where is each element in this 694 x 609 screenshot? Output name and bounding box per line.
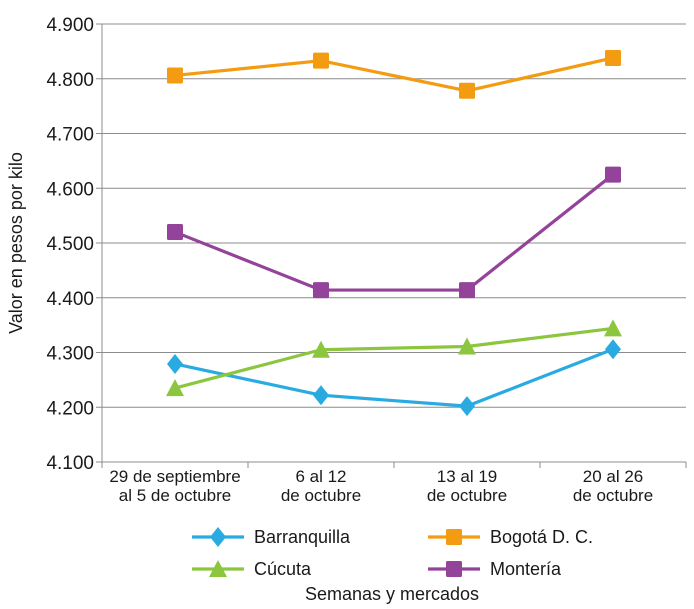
series-line-cucuta: [174, 326, 614, 390]
legend-label: Cúcuta: [254, 559, 312, 579]
legend-label: Montería: [490, 559, 562, 579]
x-axis-ticks: 29 de septiembre al 5 de octubre 6 al 12 de…: [109, 467, 653, 505]
x-tick-label: 20 al 26 de octubre: [573, 467, 653, 505]
data-point-barranquilla: [459, 396, 475, 417]
data-point-barranquilla: [605, 339, 621, 360]
data-point-barranquilla: [167, 353, 183, 374]
series-barranquilla: [167, 339, 621, 417]
y-tick-label: 4.100: [46, 453, 94, 474]
legend-marker-barranquilla: [210, 527, 226, 547]
data-point-monteria: [459, 282, 475, 299]
series-line-barranquilla: [174, 347, 614, 408]
data-point-bogota-d-c: [605, 49, 621, 66]
legend-item-barranquilla: Barranquilla: [192, 527, 351, 547]
data-point-bogota-d-c: [167, 67, 183, 84]
y-axis-title: Valor en pesos por kilo: [6, 152, 26, 334]
data-point-cucuta: [604, 319, 622, 337]
data-point-barranquilla: [313, 385, 329, 406]
y-tick-label: 4.400: [46, 289, 94, 310]
legend-label: Barranquilla: [254, 527, 351, 547]
data-point-cucuta: [458, 337, 476, 355]
series-cucuta: [166, 319, 622, 397]
y-tick-label: 4.600: [46, 179, 94, 200]
series-bogota-d-c: [167, 49, 621, 99]
data-point-bogota-d-c: [459, 82, 475, 99]
data-point-monteria: [313, 282, 329, 299]
series-line-monteria: [174, 173, 614, 292]
y-tick-label: 4.700: [46, 125, 94, 146]
legend-item-bogota-d-c: Bogotá D. C.: [428, 527, 593, 547]
y-tick-label: 4.800: [46, 70, 94, 91]
data-point-monteria: [167, 224, 183, 241]
legend: Barranquilla Bogotá D. C. Cúcuta Montería: [192, 527, 593, 579]
series-monteria: [167, 166, 621, 299]
y-axis-ticks: 4.100 4.200 4.300 4.400 4.500 4.600 4.700 4.800…: [46, 15, 94, 474]
legend-label: Bogotá D. C.: [490, 527, 593, 547]
data-point-cucuta: [312, 340, 330, 358]
legend-marker-cucuta: [209, 560, 227, 577]
y-tick-label: 4.300: [46, 344, 94, 365]
legend-marker-monteria: [446, 561, 462, 577]
legend-marker-bogota-d-c: [446, 529, 462, 545]
y-tick-label: 4.900: [46, 15, 94, 36]
legend-item-cucuta: Cúcuta: [192, 559, 312, 579]
series-lines: [166, 49, 622, 417]
x-tick-label: 29 de septiembre al 5 de octubre: [109, 467, 240, 505]
x-tick-label: 6 al 12 de octubre: [281, 467, 361, 505]
x-axis-title: Semanas y mercados: [305, 584, 479, 604]
series-line-bogota-d-c: [174, 56, 614, 93]
gridlines: [96, 23, 687, 468]
data-point-cucuta: [166, 379, 184, 397]
data-point-bogota-d-c: [313, 52, 329, 69]
legend-item-monteria: Montería: [428, 559, 562, 579]
y-tick-label: 4.500: [46, 234, 94, 255]
y-tick-label: 4.200: [46, 398, 94, 419]
x-tick-label: 13 al 19 de octubre: [427, 467, 507, 505]
data-point-monteria: [605, 166, 621, 183]
